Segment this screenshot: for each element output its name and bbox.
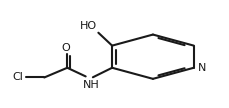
Text: HO: HO: [80, 21, 97, 31]
Text: Cl: Cl: [13, 72, 23, 83]
Text: O: O: [61, 43, 70, 53]
Text: NH: NH: [83, 80, 99, 90]
Text: N: N: [197, 63, 205, 73]
